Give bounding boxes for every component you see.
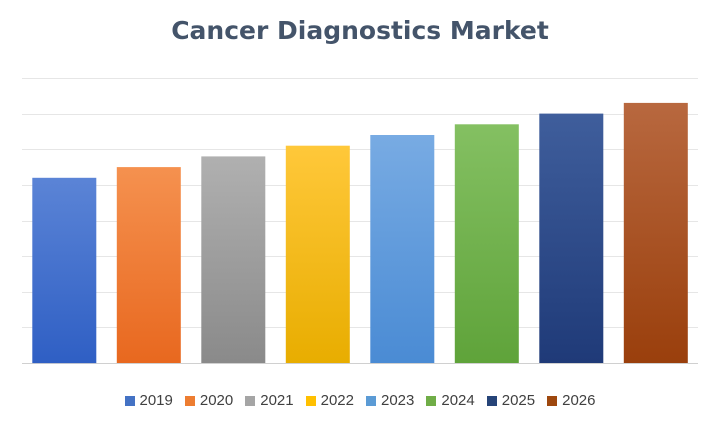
legend-item-2022: 2022 bbox=[305, 392, 354, 409]
chart-title: Cancer Diagnostics Market bbox=[171, 16, 549, 45]
legend-label: 2026 bbox=[562, 392, 596, 409]
legend-swatch bbox=[245, 395, 256, 406]
legend-item-2020: 2020 bbox=[184, 392, 234, 409]
bar-2020 bbox=[116, 167, 181, 363]
bar-2021 bbox=[201, 156, 266, 363]
bar-2023 bbox=[370, 135, 435, 363]
legend-item-2021: 2021 bbox=[245, 392, 294, 409]
legend-label: 2024 bbox=[441, 392, 475, 409]
legend-swatch bbox=[305, 395, 316, 406]
legend-item-2025: 2025 bbox=[486, 392, 536, 409]
legend-swatch bbox=[547, 395, 558, 406]
legend-label: 2022 bbox=[320, 392, 354, 409]
legend-label: 2023 bbox=[381, 392, 415, 409]
legend-item-2024: 2024 bbox=[426, 392, 475, 409]
legend-swatch bbox=[426, 395, 437, 406]
legend-swatch bbox=[366, 395, 376, 406]
bars bbox=[32, 102, 688, 364]
bar-2025 bbox=[539, 113, 604, 363]
legend-label: 2020 bbox=[199, 392, 234, 409]
legend-label: 2025 bbox=[501, 392, 536, 409]
bar-2024 bbox=[454, 124, 519, 363]
bar-2022 bbox=[285, 145, 350, 363]
bar-2019 bbox=[32, 177, 97, 364]
legend-swatch bbox=[124, 395, 135, 406]
legend-label: 2019 bbox=[139, 392, 173, 409]
legend-item-2019: 2019 bbox=[124, 392, 173, 409]
legend: 2019 2020 2021 2022 2023 2024 2025 2026 bbox=[0, 392, 720, 409]
legend-item-2023: 2023 bbox=[366, 392, 414, 409]
legend-label: 2021 bbox=[260, 392, 294, 409]
legend-swatch bbox=[486, 395, 497, 406]
legend-item-2026: 2026 bbox=[547, 392, 596, 409]
legend-swatch bbox=[184, 395, 195, 406]
bar-2026 bbox=[623, 102, 688, 364]
